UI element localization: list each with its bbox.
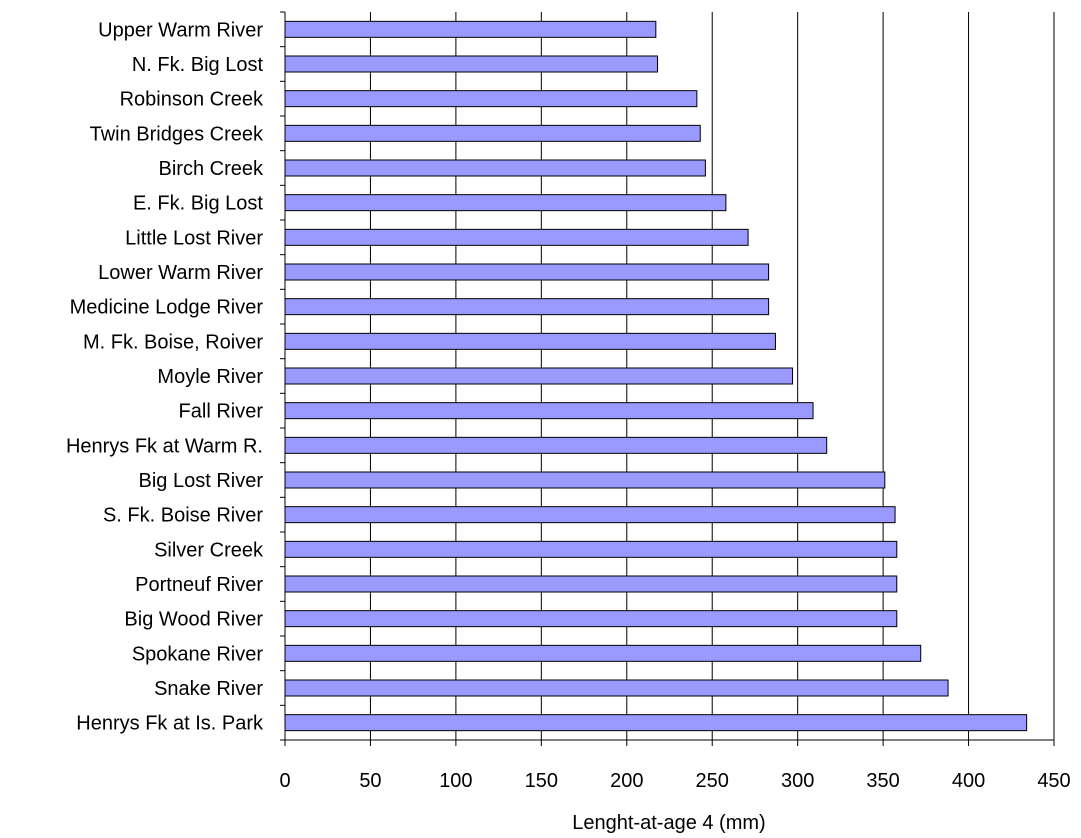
x-axis-title: Lenght-at-age 4 (mm)	[572, 812, 765, 834]
bar	[284, 471, 886, 489]
bar	[284, 402, 814, 420]
category-label: Spokane River	[132, 643, 264, 665]
x-tick-label: 150	[525, 770, 558, 792]
bar	[284, 332, 776, 350]
x-tick-label: 200	[610, 770, 643, 792]
category-label: Henrys Fk at Warm R.	[66, 435, 263, 457]
x-tick-label: 250	[696, 770, 729, 792]
bar	[284, 263, 770, 281]
category-label: N. Fk. Big Lost	[132, 54, 264, 76]
category-label: E. Fk. Big Lost	[133, 193, 263, 215]
x-tick-label: 100	[439, 770, 472, 792]
x-tick-label: 450	[1037, 770, 1070, 792]
bar	[284, 159, 706, 177]
category-label: S. Fk. Boise River	[103, 505, 263, 527]
category-label: Portneuf River	[135, 574, 263, 596]
x-tick-label: 0	[279, 770, 290, 792]
category-label: Big Wood River	[124, 609, 263, 631]
bar	[284, 367, 794, 385]
category-label: Little Lost River	[125, 227, 263, 249]
category-label: Birch Creek	[159, 158, 264, 180]
bar	[284, 55, 659, 73]
bar	[284, 194, 727, 212]
category-label: Lower Warm River	[98, 262, 263, 284]
category-label: Big Lost River	[139, 470, 264, 492]
category-label: Upper Warm River	[98, 19, 263, 41]
category-label: Silver Creek	[154, 539, 264, 561]
bar	[284, 124, 701, 142]
bar	[284, 90, 698, 108]
bar	[284, 540, 898, 558]
category-label: Twin Bridges Creek	[90, 123, 264, 145]
bar	[284, 298, 770, 316]
category-label: Robinson Creek	[120, 89, 264, 111]
bar	[284, 20, 657, 38]
bar	[284, 575, 898, 593]
bar	[284, 436, 828, 454]
bar	[284, 610, 898, 628]
category-label: M. Fk. Boise, Roiver	[83, 331, 263, 353]
x-tick-label: 50	[359, 770, 381, 792]
category-label: Snake River	[154, 678, 263, 700]
axes	[280, 11, 1055, 746]
bars	[284, 20, 1028, 732]
bar	[284, 228, 749, 246]
labels: Upper Warm River N. Fk. Big Lost Robinson …	[66, 19, 1071, 792]
category-label: Moyle River	[157, 366, 263, 388]
bar	[284, 506, 896, 524]
bar	[284, 679, 949, 697]
x-tick-label: 400	[952, 770, 985, 792]
x-tick-label: 350	[866, 770, 899, 792]
category-label: Medicine Lodge River	[70, 297, 264, 319]
bar	[284, 714, 1028, 732]
category-label: Henrys Fk at Is. Park	[76, 713, 264, 735]
category-label: Fall River	[179, 401, 264, 423]
bar	[284, 644, 922, 662]
x-tick-label: 300	[781, 770, 814, 792]
